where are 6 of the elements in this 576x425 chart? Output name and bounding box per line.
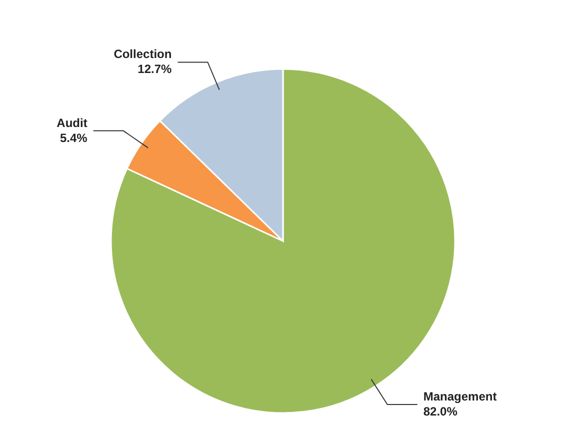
data-label: 5.4% [60,130,88,145]
slice-label: Audit [56,116,88,130]
data-label: 82.0% [423,404,458,419]
slice-label: Collection [114,47,172,62]
slice-label: Management [423,390,497,404]
data-label: 12.7% [138,62,172,76]
